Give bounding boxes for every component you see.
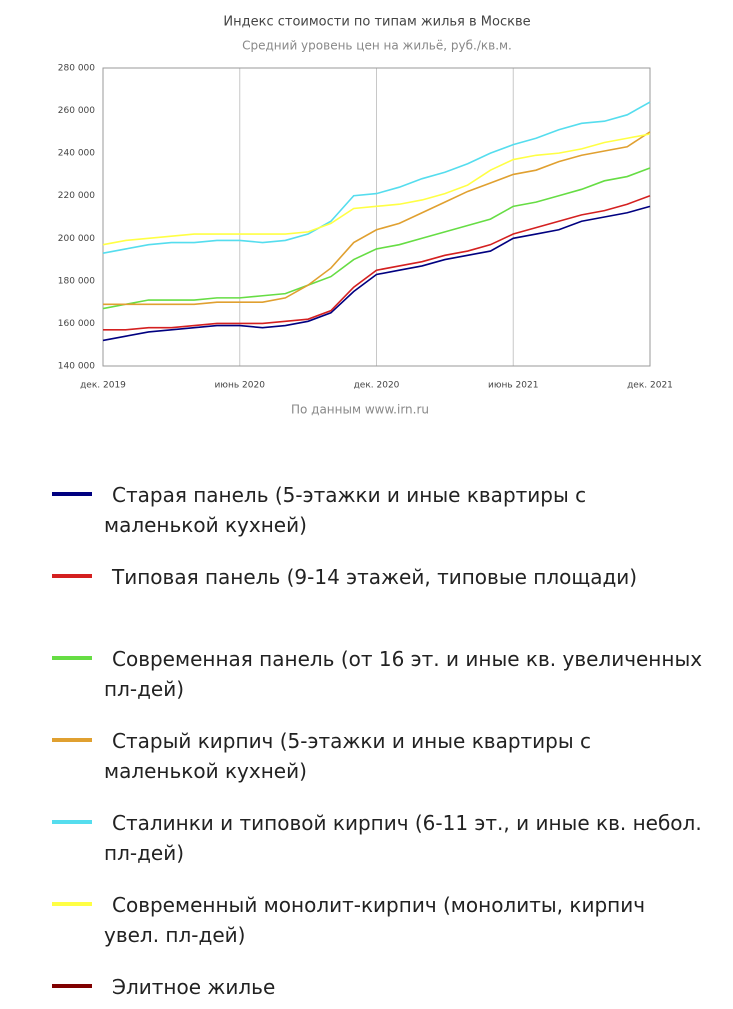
y-tick-label: 280 000 bbox=[58, 64, 95, 74]
legend-swatch bbox=[52, 820, 92, 824]
legend-swatch bbox=[52, 574, 92, 578]
x-tick-label: дек. 2020 bbox=[354, 381, 400, 391]
legend-swatch bbox=[52, 984, 92, 988]
legend-label: Старая панель (5-этажки и иные квартиры … bbox=[104, 483, 587, 537]
series-line bbox=[102, 101, 651, 254]
legend-swatch bbox=[52, 492, 92, 496]
y-tick-label: 260 000 bbox=[58, 106, 95, 116]
legend-label: Современный монолит-кирпич (монолиты, ки… bbox=[104, 893, 646, 947]
y-tick-label: 140 000 bbox=[58, 362, 95, 372]
y-tick-label: 240 000 bbox=[58, 149, 95, 159]
chart: Индекс стоимости по типам жилья в Москве… bbox=[58, 15, 673, 417]
legend-swatch bbox=[52, 902, 92, 906]
plot-frame bbox=[102, 67, 651, 367]
series-line bbox=[103, 131, 651, 306]
x-tick-label: июнь 2020 bbox=[215, 381, 266, 391]
series-line bbox=[103, 194, 651, 331]
legend-label: Старый кирпич (5-этажки и иные квартиры … bbox=[104, 729, 592, 783]
y-tick-label: 180 000 bbox=[58, 276, 95, 286]
source-note: По данным www.irn.ru bbox=[291, 403, 429, 417]
legend-label: Элитное жилье bbox=[112, 975, 276, 999]
series-line bbox=[102, 133, 651, 246]
chart-title: Индекс стоимости по типам жилья в Москве bbox=[223, 15, 530, 30]
legend-swatch bbox=[52, 656, 92, 660]
x-tick-label: июнь 2021 bbox=[488, 381, 538, 391]
x-tick-label: дек. 2021 bbox=[627, 381, 673, 391]
x-tick-label: дек. 2019 bbox=[80, 381, 126, 391]
legend-label: Сталинки и типовой кирпич (6-11 эт., и и… bbox=[104, 811, 702, 865]
chart-subtitle: Средний уровень цен на жильё, руб./кв.м. bbox=[242, 39, 512, 53]
legend-label: Типовая панель (9-14 этажей, типовые пло… bbox=[112, 565, 638, 589]
legend-label: Современная панель (от 16 эт. и иные кв.… bbox=[104, 647, 703, 701]
y-tick-label: 160 000 bbox=[58, 319, 95, 329]
legend-swatch bbox=[52, 738, 92, 742]
series-line bbox=[102, 205, 651, 342]
y-tick-label: 200 000 bbox=[58, 234, 95, 244]
y-tick-label: 220 000 bbox=[58, 191, 95, 201]
series-line bbox=[102, 167, 651, 310]
